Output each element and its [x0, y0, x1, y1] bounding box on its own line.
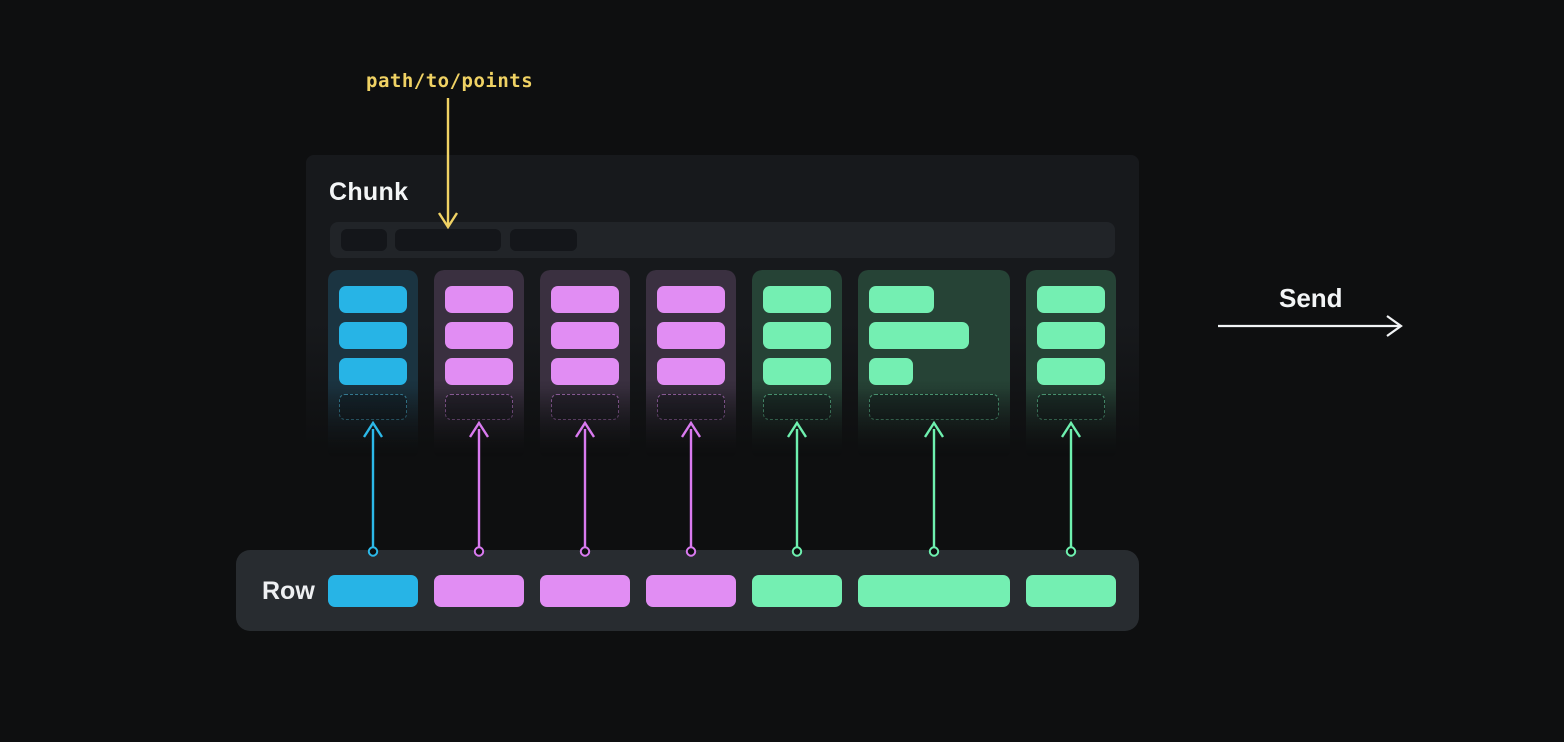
- empty-slot-placeholder: [445, 394, 513, 420]
- value-block: [763, 322, 831, 349]
- chunk-column-2: [434, 270, 524, 460]
- empty-slot-placeholder: [869, 394, 999, 420]
- row-label: Row: [262, 577, 315, 605]
- value-block: [869, 286, 934, 313]
- value-block: [445, 322, 513, 349]
- row-cell-3: [540, 575, 630, 607]
- row-cell-7: [1026, 575, 1116, 607]
- empty-slot-placeholder: [551, 394, 619, 420]
- value-block: [763, 358, 831, 385]
- value-block: [657, 358, 725, 385]
- header-placeholder-1: [341, 229, 387, 251]
- chunk-column-7: [1026, 270, 1116, 460]
- header-placeholder-3: [510, 229, 577, 251]
- value-block: [339, 322, 407, 349]
- send-label: Send: [1279, 283, 1343, 313]
- value-block: [1037, 322, 1105, 349]
- value-block: [657, 286, 725, 313]
- chunk-column-4: [646, 270, 736, 460]
- row-cell-2: [434, 575, 524, 607]
- value-block: [445, 358, 513, 385]
- value-block: [1037, 358, 1105, 385]
- value-block: [339, 286, 407, 313]
- empty-slot-placeholder: [339, 394, 407, 420]
- empty-slot-placeholder: [1037, 394, 1105, 420]
- value-block: [763, 286, 831, 313]
- value-block: [551, 358, 619, 385]
- value-block: [339, 358, 407, 385]
- row-cell-4: [646, 575, 736, 607]
- value-block: [445, 286, 513, 313]
- path-annotation-label: path/to/points: [366, 70, 534, 92]
- value-block: [551, 322, 619, 349]
- value-block: [869, 358, 913, 385]
- value-block: [657, 322, 725, 349]
- value-block: [869, 322, 969, 349]
- value-block: [1037, 286, 1105, 313]
- empty-slot-placeholder: [763, 394, 831, 420]
- empty-slot-placeholder: [657, 394, 725, 420]
- chunk-header-bar: [330, 222, 1115, 258]
- row-cell-1: [328, 575, 418, 607]
- value-block: [551, 286, 619, 313]
- header-placeholder-2: [395, 229, 501, 251]
- row-cell-5: [752, 575, 842, 607]
- row-cell-6: [858, 575, 1010, 607]
- chunk-title: Chunk: [329, 178, 409, 206]
- chunk-column-3: [540, 270, 630, 460]
